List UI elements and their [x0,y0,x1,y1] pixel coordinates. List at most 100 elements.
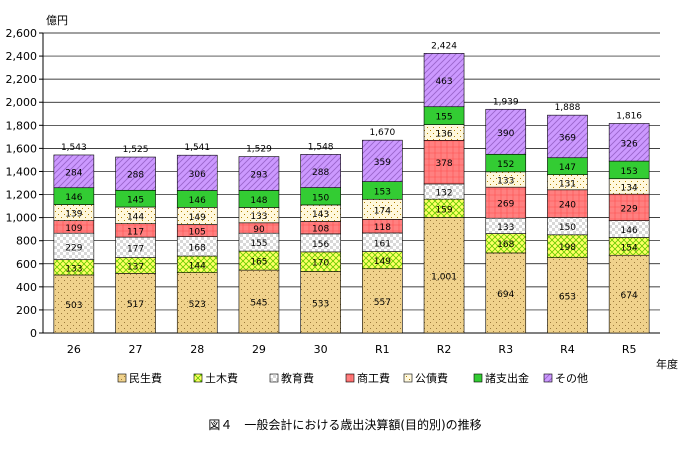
data-label: 153 [621,167,638,177]
data-label: 177 [127,244,144,254]
data-label: 133 [497,223,514,233]
data-label: 293 [250,170,267,180]
legend-swatch [117,373,127,383]
data-label: 117 [127,227,144,237]
data-label: 390 [497,129,514,139]
data-label: 133 [250,212,267,222]
data-label: 149 [189,213,206,223]
bar-segment [115,156,156,191]
legend-label: 民生費 [129,371,162,385]
bar-segment [53,274,95,334]
y-tick-label: 1,200 [6,189,38,202]
data-label: 288 [127,171,144,181]
data-label: 168 [497,240,514,250]
data-label: 154 [621,243,638,253]
total-label: 1,816 [616,111,642,121]
bar-segment [608,123,650,162]
data-label: 557 [374,298,391,308]
bar-segment [362,268,403,334]
data-label: 155 [250,239,267,249]
x-unit-label: 年度 [656,357,678,371]
bar-segment [608,193,650,221]
data-label: 137 [127,262,144,272]
bar-segment [53,232,95,260]
total-label: 1,529 [246,145,272,155]
bar-segment [176,272,218,334]
y-tick-label: 200 [16,304,37,317]
data-label: 131 [559,179,576,189]
bar-segment [362,139,403,182]
total-label: 1,543 [61,143,87,153]
bar-segment [238,269,280,334]
data-label: 378 [435,159,452,169]
data-label: 503 [65,301,82,311]
data-label: 284 [65,168,82,178]
data-label: 288 [312,168,329,178]
y-tick-label: 2,600 [6,27,38,40]
data-label: 136 [435,129,452,139]
y-tick-label: 1,000 [6,212,38,225]
data-label: 118 [374,223,391,233]
data-label: 134 [621,183,638,193]
data-label: 523 [189,300,206,310]
bar-segment [547,189,588,218]
y-tick-label: 0 [30,327,37,340]
data-label: 139 [65,210,82,220]
data-label: 90 [253,225,265,235]
bar-segment [423,140,465,185]
data-label: 326 [621,139,638,149]
bar-segment [485,252,527,334]
data-label: 229 [65,243,82,253]
legend-swatch [193,373,203,383]
bar-segment [485,186,527,219]
data-label: 174 [374,206,391,216]
data-label: 198 [559,243,576,253]
data-label: 156 [312,240,329,250]
legend-label: その他 [555,372,588,385]
data-label: 146 [189,196,206,206]
data-label: 463 [435,77,452,87]
legend-swatch [345,373,355,383]
bar-segment [485,108,527,155]
data-label: 108 [312,225,329,235]
data-label: 674 [621,291,638,301]
data-label: 143 [312,210,329,220]
legend-label: 諸支出金 [485,371,529,385]
total-label: 1,541 [184,143,210,153]
total-label: 1,670 [369,128,395,138]
x-tick-label: R2 [437,343,452,356]
y-tick-label: 800 [16,235,37,248]
data-label: 146 [621,226,638,236]
data-label: 517 [127,300,144,310]
x-tick-label: R1 [375,343,390,356]
data-label: 306 [189,170,206,180]
x-tick-label: 29 [252,343,266,356]
data-label: 159 [435,205,452,215]
x-tick-label: R5 [622,343,637,356]
data-label: 545 [250,299,267,309]
figure-caption: 図４ 一般会計における歳出決算額(目的別)の推移 [208,418,482,432]
data-label: 147 [559,163,576,173]
y-tick-label: 2,000 [6,96,38,109]
y-tick-label: 1,400 [6,165,38,178]
y-tick-label: 1,600 [6,142,38,155]
bar-segment [608,254,650,334]
x-tick-label: R4 [560,343,575,356]
data-label: 146 [65,193,82,203]
y-tick-label: 400 [16,281,37,294]
data-label: 369 [559,133,576,143]
x-tick-label: 27 [129,343,143,356]
total-label: 1,888 [555,103,581,113]
y-tick-label: 2,400 [6,50,38,63]
y-unit-label: 億円 [46,14,68,27]
data-label: 240 [559,201,576,211]
data-label: 170 [312,259,329,269]
data-label: 653 [559,292,576,302]
y-tick-label: 1,800 [6,119,38,132]
data-label: 145 [127,196,144,206]
legend-swatch [403,373,413,383]
bar-segment [547,114,588,159]
legend-label: 土木費 [205,371,238,385]
